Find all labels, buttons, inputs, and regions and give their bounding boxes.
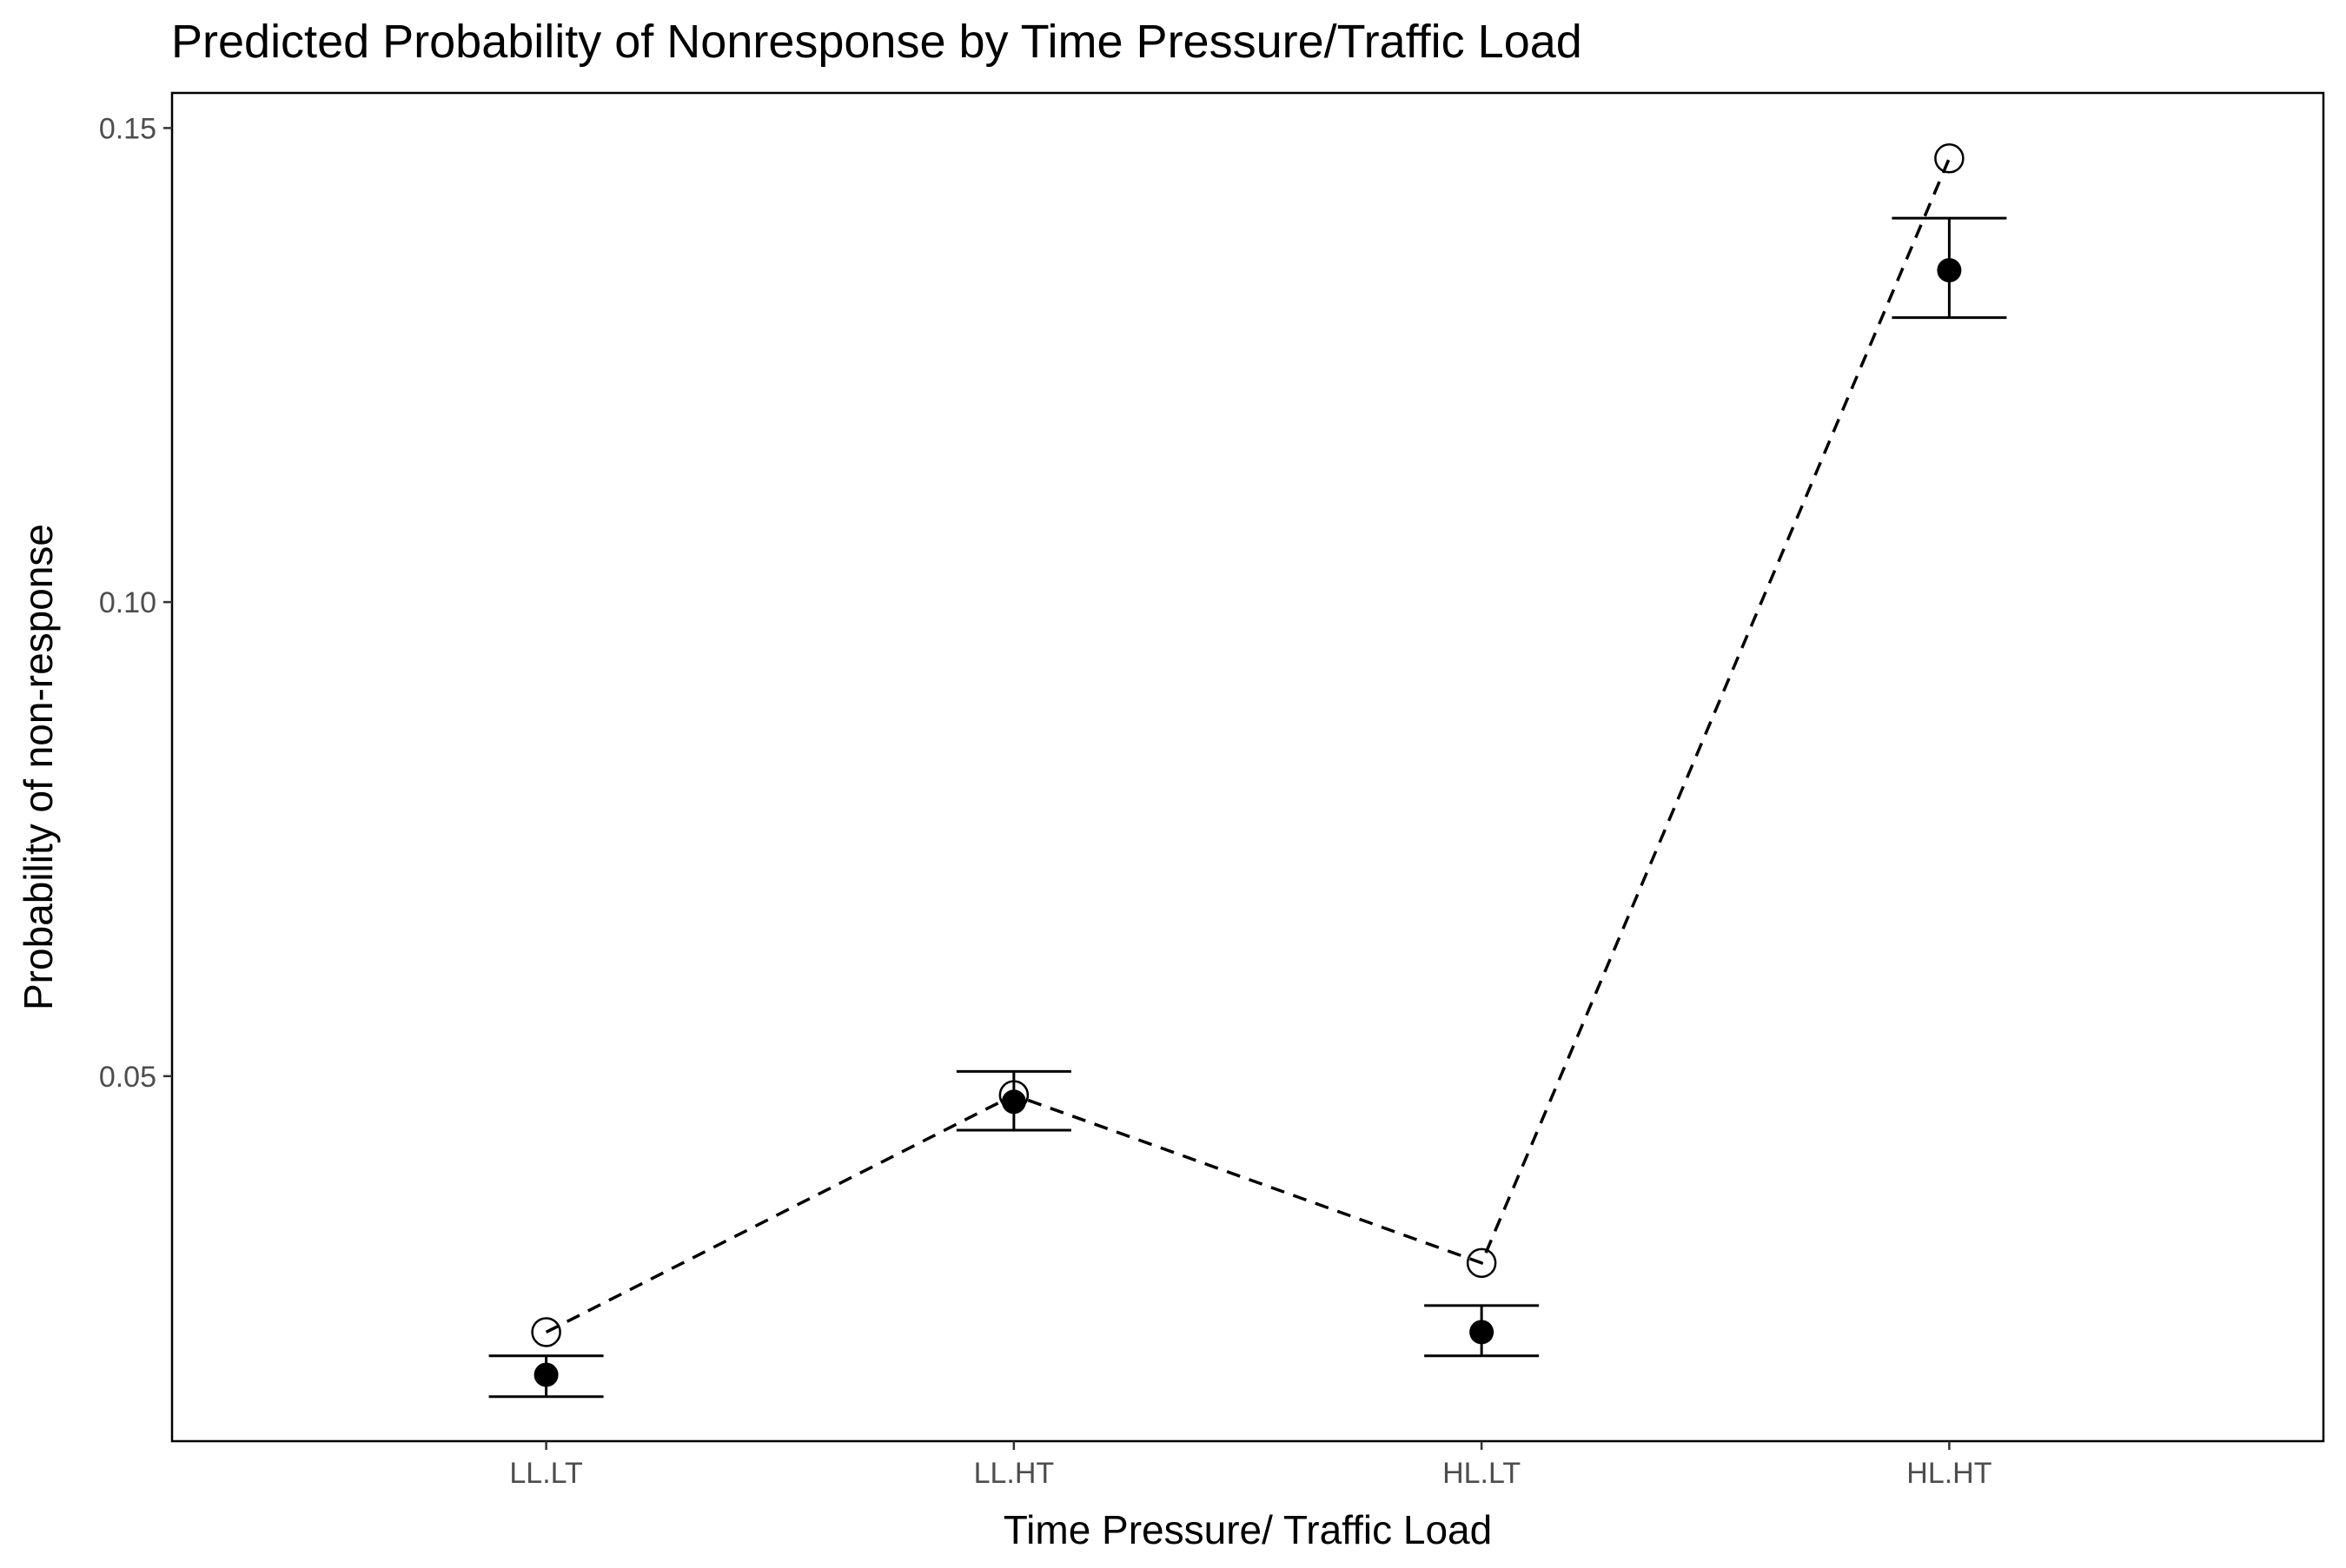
open-point xyxy=(531,1317,561,1347)
x-tick-label: HL.LT xyxy=(1442,1457,1521,1490)
x-tick-label: HL.HT xyxy=(1906,1457,1991,1490)
x-tick-label: LL.LT xyxy=(509,1457,582,1490)
x-axis: LL.LT LL.HT HL.LT HL.HT xyxy=(509,1441,1992,1490)
y-tick-label: 0.05 xyxy=(99,1061,156,1094)
chart-marks xyxy=(488,143,2007,1399)
y-axis-title: Probability of non-response xyxy=(16,524,61,1010)
filled-point xyxy=(533,1362,559,1387)
x-axis-title: Time Pressure/ Traffic Load xyxy=(1004,1507,1492,1552)
filled-point xyxy=(1469,1320,1494,1345)
open-point xyxy=(998,1080,1030,1110)
plot-panel xyxy=(170,91,2325,1443)
open-point xyxy=(1466,1247,1497,1279)
filled-point xyxy=(1937,258,1962,283)
open-point xyxy=(1934,143,1965,174)
chart-title: Predicted Probability of Nonresponse by … xyxy=(171,16,1582,68)
y-axis: 0.05 0.10 0.15 xyxy=(99,112,172,1094)
y-tick-label: 0.10 xyxy=(99,586,156,619)
filled-point xyxy=(1001,1089,1026,1115)
x-tick-label: LL.HT xyxy=(974,1457,1055,1490)
dashed-series-line xyxy=(545,157,1952,1334)
y-tick-label: 0.15 xyxy=(99,112,156,145)
